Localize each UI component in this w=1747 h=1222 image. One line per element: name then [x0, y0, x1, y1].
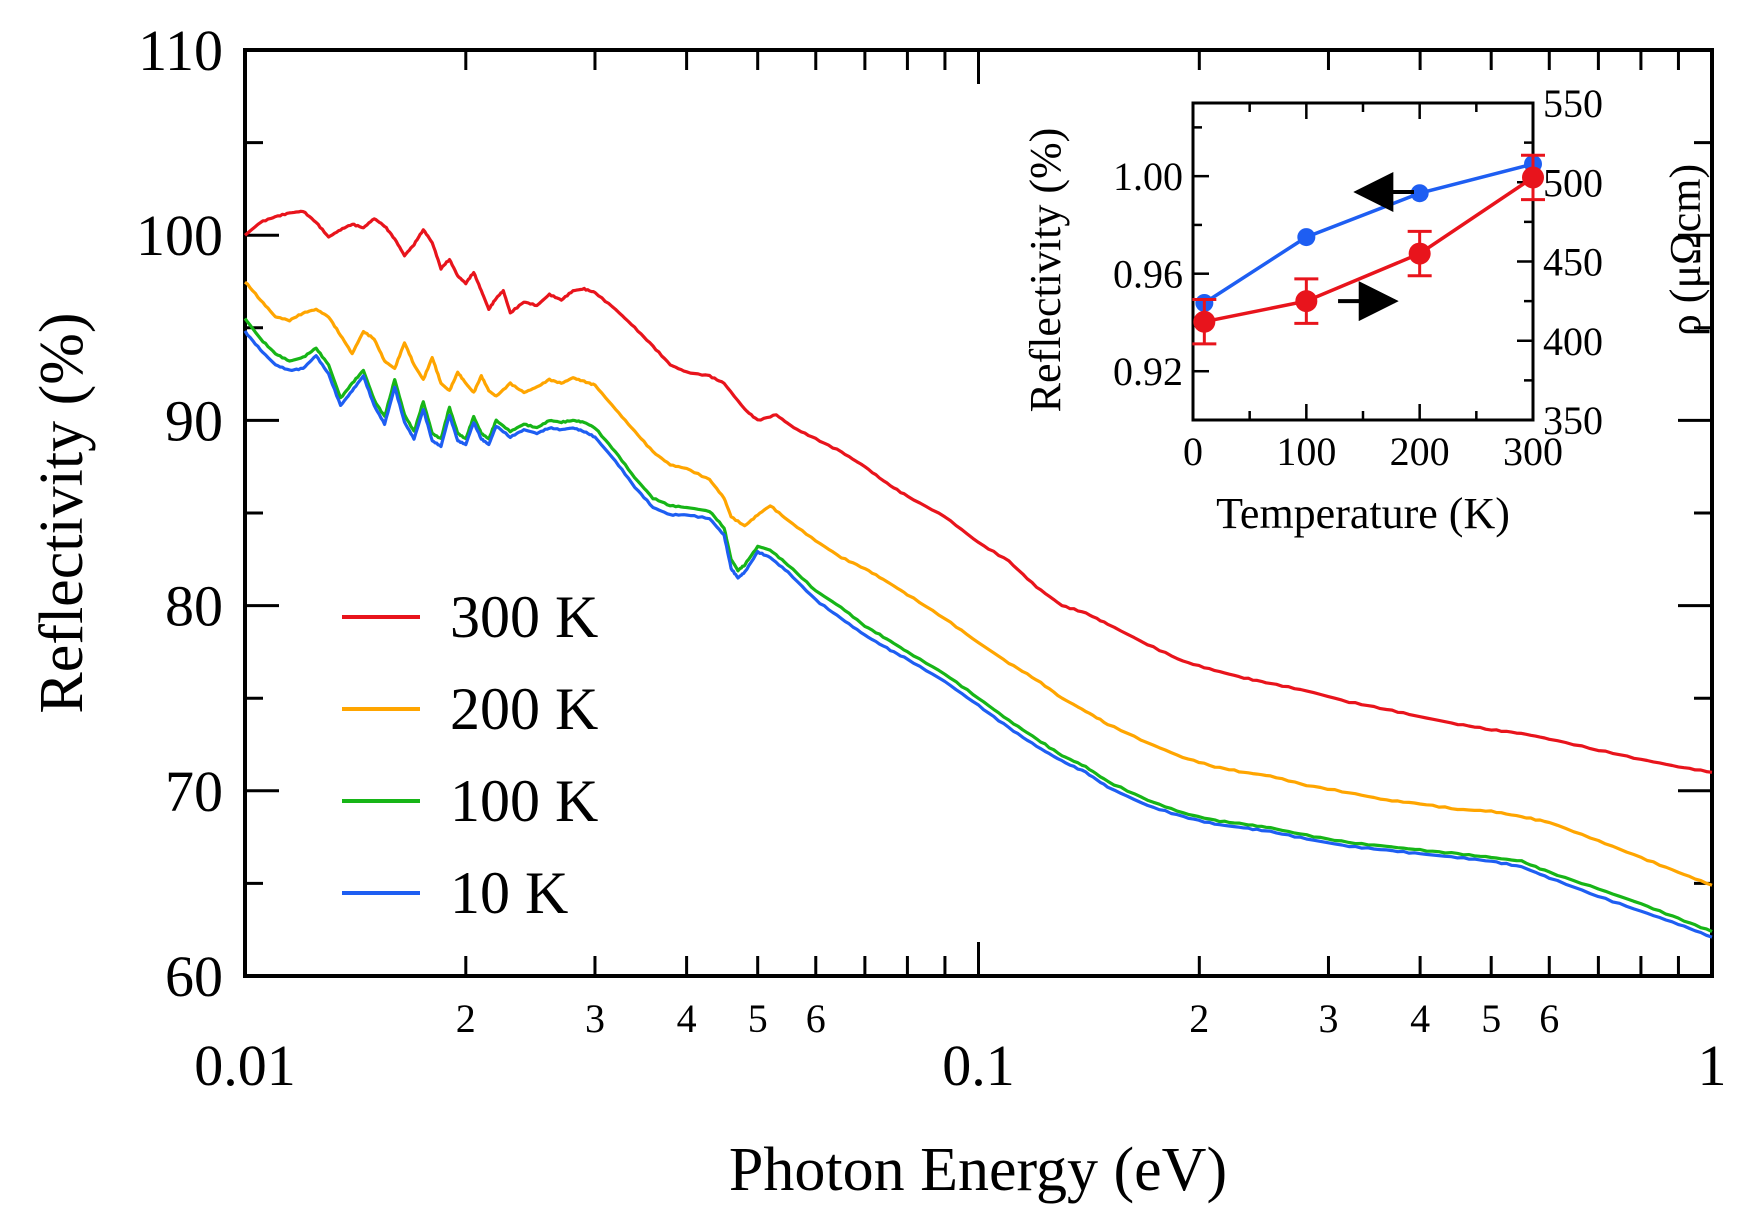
x-axis-title: Photon Energy (eV) [729, 1136, 1227, 1204]
x-minor-tick-label: 4 [677, 996, 697, 1041]
inset-y-right-axis-title: ρ (μΩcm) [1661, 164, 1710, 336]
x-minor-tick-label: 4 [1410, 996, 1430, 1041]
inset-marker-resistivity [1522, 166, 1544, 189]
series-line-200k [244, 280, 1713, 887]
y-axis-title: Reflectivity (%) [28, 312, 96, 713]
x-minor-tick-label: 6 [1539, 996, 1559, 1041]
y-tick-label: 60 [165, 944, 223, 1009]
y-tick-label: 90 [165, 388, 223, 453]
series-line-300k [243, 209, 1713, 774]
inset-marker-resistivity [1193, 310, 1216, 333]
inset-y-left-axis-title: Reflectivity (%) [1021, 128, 1070, 413]
inset-y-left-tick-label: 1.00 [1113, 154, 1183, 199]
inset-y-right-tick-label: 400 [1543, 319, 1603, 364]
inset-x-tick-label: 100 [1276, 429, 1336, 474]
legend: 300 K 200 K 100 K 10 K [342, 584, 598, 926]
x-minor-tick-label: 5 [748, 996, 768, 1041]
y-tick-label: 70 [165, 759, 223, 824]
inset-x-tick-label: 300 [1503, 429, 1563, 474]
inset-line-resistivity [1203, 176, 1534, 324]
inset-line-reflectivity [1203, 162, 1534, 305]
inset-marker-resistivity [1295, 290, 1318, 313]
legend-label: 100 K [450, 768, 598, 834]
inset-y-left-tick-label: 0.96 [1113, 252, 1183, 297]
inset-axis-ticks [1191, 101, 1535, 422]
inset-series-group [1192, 153, 1545, 346]
inset-background [1193, 103, 1533, 420]
inset-tick-labels: 0 100 200 300 0.92 0.96 1.00 350 400 450 500 550 [1113, 81, 1603, 474]
series-line-10k [243, 330, 1713, 939]
inset-x-axis-title: Temperature (K) [1216, 489, 1510, 538]
legend-label: 10 K [450, 860, 568, 926]
x-minor-tick-label: 6 [806, 996, 826, 1041]
inset-y-right-tick-label: 550 [1543, 81, 1603, 126]
inset-y-right-tick-label: 500 [1543, 160, 1603, 205]
x-minor-tick-label: 3 [1318, 996, 1338, 1041]
legend-label: 200 K [450, 676, 598, 742]
x-minor-tick-label: 2 [1189, 996, 1209, 1041]
y-tick-label: 80 [165, 574, 223, 639]
main-axis-ticks [243, 48, 1712, 978]
inset-marker-reflectivity [1410, 184, 1429, 203]
x-minor-tick-label: 5 [1481, 996, 1501, 1041]
legend-label: 300 K [450, 584, 598, 650]
y-tick-label: 100 [136, 203, 223, 268]
inset-y-right-tick-label: 450 [1543, 240, 1603, 285]
x-minor-tick-label: 2 [456, 996, 476, 1041]
inset-y-left-tick-label: 0.92 [1113, 349, 1183, 394]
x-minor-tick-label: 3 [585, 996, 605, 1041]
x-major-tick-label: 1 [1698, 1033, 1727, 1098]
inset-x-tick-label: 200 [1390, 429, 1450, 474]
y-tick-label: 110 [138, 18, 223, 83]
x-major-tick-label: 0.01 [194, 1033, 296, 1098]
inset-marker-resistivity [1408, 242, 1431, 265]
inset-x-tick-label: 0 [1183, 429, 1203, 474]
x-major-tick-label: 0.1 [942, 1033, 1015, 1098]
series-line-100k [243, 317, 1713, 934]
main-series-group [243, 209, 1713, 939]
inset-y-right-tick-label: 350 [1543, 398, 1603, 443]
inset-marker-reflectivity [1297, 228, 1316, 247]
